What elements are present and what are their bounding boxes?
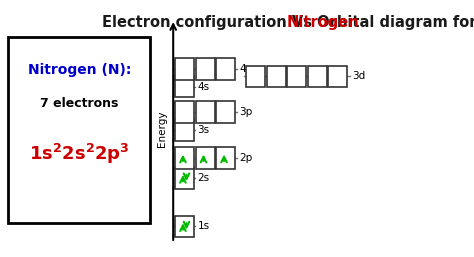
- Bar: [216, 58, 235, 80]
- Text: 2p: 2p: [239, 153, 253, 163]
- Bar: [328, 66, 347, 87]
- Bar: [9, 37, 150, 223]
- Bar: [175, 101, 194, 123]
- Bar: [196, 147, 215, 169]
- Text: Energy: Energy: [157, 110, 167, 147]
- Text: 4p: 4p: [239, 64, 253, 74]
- Bar: [216, 147, 235, 169]
- Text: 3d: 3d: [352, 71, 365, 81]
- Bar: [196, 101, 215, 123]
- Bar: [196, 58, 215, 80]
- Text: $\mathbf{1s^22s^22p^3}$: $\mathbf{1s^22s^22p^3}$: [29, 142, 130, 166]
- Bar: [246, 66, 265, 87]
- Text: Electron configuration Vs Orbital diagram for: Electron configuration Vs Orbital diagra…: [102, 15, 474, 30]
- Bar: [175, 216, 194, 237]
- Bar: [216, 101, 235, 123]
- Text: 1s: 1s: [198, 221, 210, 231]
- Text: 3p: 3p: [239, 107, 253, 117]
- Text: 7 electrons: 7 electrons: [40, 97, 118, 109]
- Bar: [175, 119, 194, 141]
- Bar: [175, 167, 194, 189]
- Bar: [175, 147, 194, 169]
- Bar: [267, 66, 286, 87]
- Text: 3s: 3s: [198, 125, 210, 135]
- Text: Nitrogen (N):: Nitrogen (N):: [27, 63, 131, 77]
- Text: Nitrogen: Nitrogen: [287, 15, 360, 30]
- Bar: [287, 66, 306, 87]
- Bar: [175, 76, 194, 97]
- Text: 2s: 2s: [198, 173, 210, 183]
- Text: 4s: 4s: [198, 81, 210, 91]
- Bar: [175, 58, 194, 80]
- Bar: [308, 66, 327, 87]
